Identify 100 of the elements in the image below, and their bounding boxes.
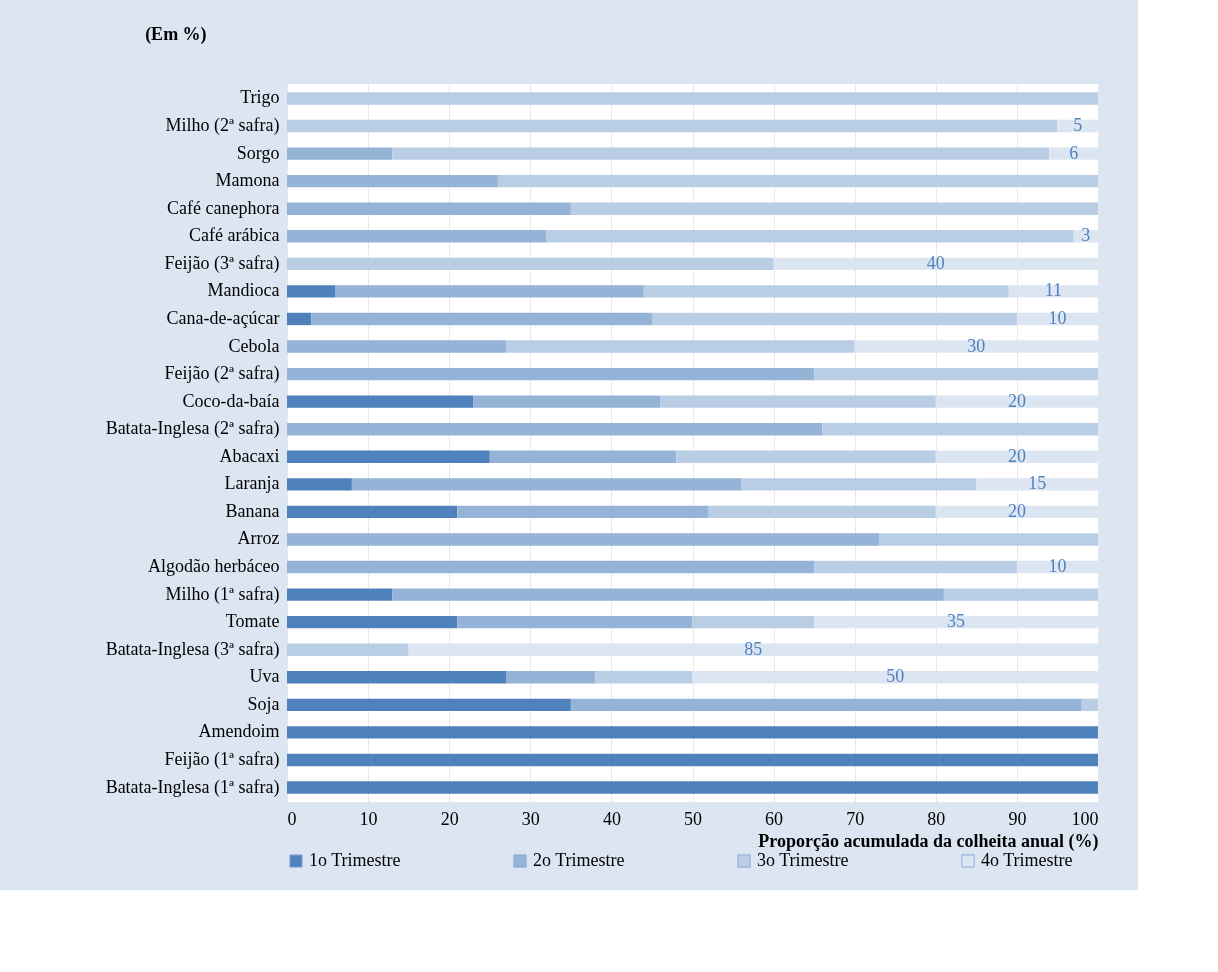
y-tick-label: Mandioca [207, 280, 280, 301]
bar [822, 423, 1098, 436]
bar [287, 174, 498, 188]
bar [1081, 698, 1098, 712]
bar [287, 119, 1058, 133]
bar [287, 367, 815, 381]
data-label: 20 [1007, 390, 1026, 411]
x-tick-label: 60 [765, 808, 784, 829]
bar [287, 505, 458, 519]
data-label: 35 [947, 611, 966, 632]
y-tick-label: Amendoim [198, 721, 280, 742]
bar [287, 781, 1098, 794]
y-tick-label: Coco-da-baía [182, 390, 280, 411]
y-tick-label: Laranja [224, 473, 280, 494]
y-tick-label: Feijão (3ª safra) [164, 252, 280, 274]
y-tick-label: Café canephora [167, 197, 280, 218]
bar [879, 533, 1098, 546]
bar [651, 312, 1017, 326]
bar [287, 671, 506, 684]
data-label: 6 [1069, 142, 1079, 163]
y-tick-label: Uva [249, 666, 280, 687]
bar [676, 450, 936, 463]
bar [287, 698, 571, 712]
bar [489, 450, 677, 463]
data-label: 20 [1007, 445, 1026, 466]
bar [287, 230, 547, 243]
data-label: 10 [1048, 556, 1067, 577]
bar [287, 202, 571, 215]
bar [287, 478, 352, 491]
legend-label: 2o Trimestre [533, 850, 625, 870]
bar [392, 588, 944, 601]
y-tick-label: Algodão herbáceo [148, 556, 280, 577]
bar [335, 285, 644, 298]
bar [814, 560, 1017, 574]
data-label: 10 [1048, 307, 1067, 328]
bar [287, 257, 774, 271]
bar [287, 560, 815, 574]
data-label: 5 [1073, 115, 1083, 136]
bar [287, 450, 490, 463]
y-tick-label: Café arábica [189, 225, 280, 246]
bar [287, 726, 1098, 739]
y-tick-label: Milho (1ª safra) [165, 583, 280, 605]
x-tick-label: 100 [1071, 808, 1099, 829]
bar [287, 340, 506, 353]
bar [643, 285, 1009, 298]
x-tick-label: 40 [602, 808, 621, 829]
bar [392, 147, 1050, 160]
y-tick-label: Banana [225, 500, 280, 521]
x-tick-label: 20 [440, 808, 459, 829]
bar [351, 478, 742, 491]
y-tick-label: Batata-Inglesa (3ª safra) [105, 638, 280, 660]
bar [741, 478, 977, 491]
legend-label: 4o Trimestre [981, 850, 1073, 870]
bar [708, 505, 936, 519]
bar [692, 615, 815, 629]
bar [546, 230, 1074, 243]
bar [287, 92, 1098, 105]
bar [287, 285, 336, 298]
bar [287, 423, 823, 436]
data-label: 20 [1007, 500, 1026, 521]
y-tick-label: Trigo [240, 87, 280, 108]
y-tick-label: Batata-Inglesa (2ª safra) [105, 418, 280, 440]
y-tick-label: Tomate [225, 611, 280, 632]
chart-title: (Em %) [145, 24, 207, 45]
x-tick-label: 30 [521, 808, 540, 829]
x-tick-label: 90 [1008, 808, 1027, 829]
bar [505, 671, 596, 684]
data-label: 3 [1081, 225, 1091, 246]
data-label: 85 [744, 638, 763, 659]
bar [505, 340, 855, 353]
y-tick-label: Cebola [228, 335, 280, 356]
y-tick-label: Milho (2ª safra) [165, 115, 280, 137]
y-tick-label: Feijão (1ª safra) [164, 748, 280, 770]
bar [660, 395, 936, 408]
x-tick-label: 80 [927, 808, 946, 829]
bar [497, 174, 1098, 188]
x-tick-label: 70 [846, 808, 865, 829]
y-tick-label: Mamona [215, 170, 280, 191]
data-label: 40 [926, 252, 945, 273]
y-tick-label: Soja [247, 693, 280, 714]
y-tick-label: Sorgo [236, 142, 280, 163]
y-tick-label: Batata-Inglesa (1ª safra) [105, 776, 280, 798]
x-axis-title: Proporção acumulada da colheita anual (%) [758, 830, 1099, 852]
bar [311, 312, 652, 326]
bar [814, 367, 1098, 381]
bar [570, 698, 1082, 712]
bar [457, 615, 693, 629]
data-label: 50 [886, 666, 905, 687]
bar [287, 395, 474, 408]
x-tick-label: 0 [287, 808, 297, 829]
x-tick-label: 50 [684, 808, 702, 829]
bar [287, 753, 1098, 767]
data-label: 15 [1028, 473, 1047, 494]
bar [287, 588, 393, 601]
y-tick-label: Feijão (2ª safra) [164, 363, 280, 385]
x-tick-label: 10 [359, 808, 378, 829]
bar [473, 395, 661, 408]
bar [570, 202, 1098, 215]
bar [287, 643, 409, 656]
bar [457, 505, 709, 519]
